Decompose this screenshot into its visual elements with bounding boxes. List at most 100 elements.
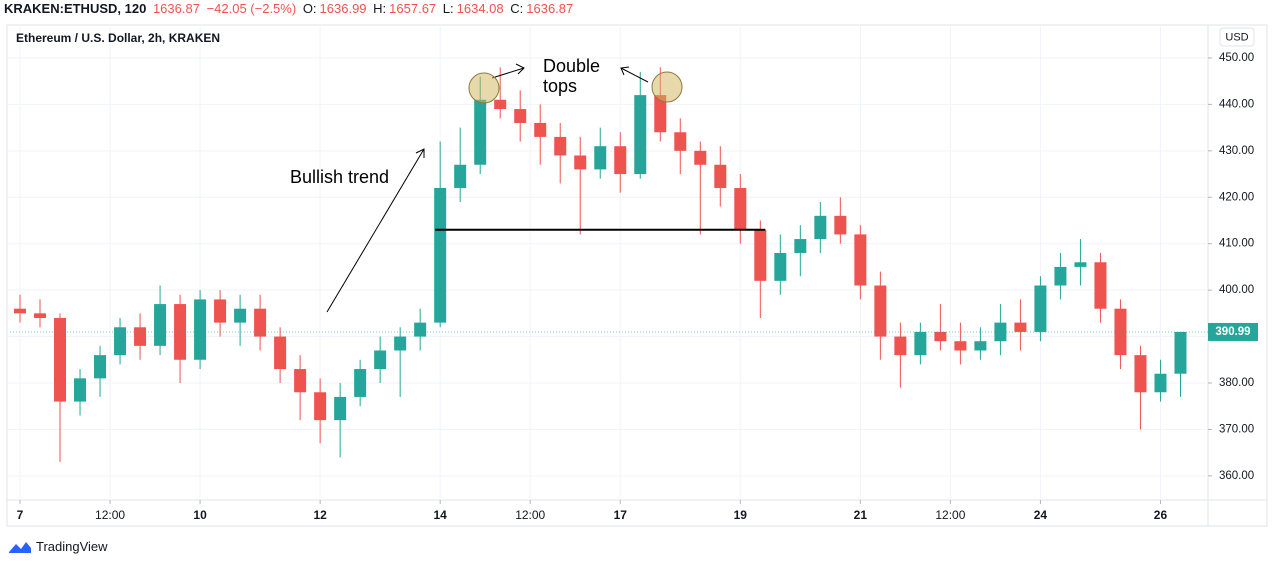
- candle-body: [294, 369, 307, 393]
- currency-button[interactable]: [1219, 27, 1255, 47]
- candle-body: [1034, 285, 1047, 332]
- candle-body: [814, 215, 827, 240]
- currency-label[interactable]: USD: [1225, 31, 1248, 43]
- y-tick-label: 420.00: [1219, 191, 1254, 203]
- candle-body: [874, 285, 887, 337]
- candle-body: [234, 308, 247, 323]
- x-tick-label: 7: [17, 508, 24, 522]
- candle-body: [414, 322, 427, 337]
- x-tick-label: 26: [1154, 508, 1168, 522]
- grid: [8, 25, 1208, 500]
- last-price-label: 390.99: [1215, 326, 1250, 338]
- x-tick-label: 12:00: [515, 508, 545, 522]
- ohlc-value: 1657.67: [389, 1, 437, 16]
- top-marker: [468, 72, 500, 104]
- candle-body: [594, 146, 607, 170]
- x-tick-label: 17: [614, 508, 628, 522]
- candle-body: [34, 313, 47, 318]
- symbol[interactable]: KRAKEN:ETHUSD, 120: [4, 1, 147, 16]
- candle-body: [14, 308, 27, 314]
- candle-body: [1074, 262, 1087, 267]
- candle-body: [74, 378, 87, 402]
- last-price-box: [1208, 322, 1258, 341]
- candle-body: [1174, 331, 1187, 374]
- candle-body: [314, 392, 327, 421]
- x-tick-label: 19: [734, 508, 748, 522]
- candle-body: [654, 95, 667, 133]
- candle-body: [254, 308, 267, 337]
- candle-body: [94, 355, 107, 379]
- x-tick-label: 12: [313, 508, 327, 522]
- candle-body: [454, 164, 467, 188]
- candle-body: [354, 369, 367, 397]
- candle-body: [54, 317, 67, 402]
- candle-body: [854, 234, 867, 286]
- ohlc-value: 1634.08: [456, 1, 504, 16]
- candle-body: [714, 164, 727, 188]
- candle-body: [694, 150, 707, 165]
- candle-body: [794, 239, 807, 253]
- brand[interactable]: TradingView: [8, 539, 108, 554]
- y-tick-label: 360.00: [1219, 470, 1254, 482]
- candle-body: [734, 187, 747, 230]
- candle-body: [514, 109, 527, 123]
- ohlc-label: O:: [302, 1, 317, 16]
- candle-body: [914, 331, 927, 356]
- candle-body: [334, 396, 347, 421]
- candle-body: [554, 136, 567, 156]
- candle-body: [394, 336, 407, 351]
- candle-body: [274, 336, 287, 370]
- candle-body: [1154, 373, 1167, 393]
- candle-body: [474, 99, 487, 165]
- x-tick-label: 14: [433, 508, 447, 522]
- y-tick-label: 440.00: [1219, 98, 1254, 110]
- candle-body: [134, 327, 147, 346]
- ohlc-label: H:: [373, 1, 387, 16]
- candle-body: [174, 304, 187, 360]
- candle-body: [374, 350, 387, 370]
- annotation-arrows: [326, 63, 649, 313]
- candle-body: [494, 99, 507, 110]
- panel-border: [6, 24, 1268, 527]
- top-marker: [651, 71, 683, 103]
- candle-body: [954, 341, 967, 351]
- last-price: 1636.87: [152, 1, 200, 16]
- x-tick-label: 12:00: [95, 508, 125, 522]
- x-tick-label: 12:00: [935, 508, 965, 522]
- brand-logo: [9, 541, 31, 553]
- y-tick-label: 410.00: [1219, 238, 1254, 250]
- candle-body: [834, 215, 847, 235]
- candle-body: [674, 132, 687, 151]
- candle-body: [154, 304, 167, 346]
- chart-title: Ethereum / U.S. Dollar, 2h, KRAKEN: [16, 31, 220, 45]
- candle-body: [894, 336, 907, 356]
- candle-body: [1134, 355, 1147, 393]
- ohlc-value: 1636.99: [319, 1, 367, 16]
- candle-body: [1094, 262, 1107, 309]
- candle-body: [634, 95, 647, 175]
- y-tick-label: 370.00: [1219, 423, 1254, 435]
- candle-body: [934, 331, 947, 342]
- ohlc-label: C:: [510, 1, 524, 16]
- candle-body: [194, 299, 207, 360]
- x-tick-label: 21: [854, 508, 868, 522]
- y-tick-label: 380.00: [1219, 377, 1254, 389]
- candle-body: [114, 327, 127, 356]
- x-tick-label: 24: [1034, 508, 1048, 522]
- ohlc-label: L:: [442, 1, 454, 16]
- candle-body: [774, 252, 787, 281]
- y-tick-label: 450.00: [1219, 52, 1254, 64]
- annotation: Bullish trend: [290, 167, 390, 187]
- symbol-header: KRAKEN:ETHUSD, 120 1636.87 −42.05 (−2.5%…: [4, 0, 576, 18]
- x-tick-label: 10: [193, 508, 207, 522]
- annotation: Double tops: [543, 56, 601, 96]
- axis-labels: 360.00370.00380.00390.00400.00410.00420.…: [10, 52, 1258, 522]
- candle-body: [534, 122, 547, 137]
- candle-body: [754, 229, 767, 281]
- ohlc-value: 1636.87: [526, 1, 574, 16]
- candle-body: [614, 146, 627, 175]
- candle-body: [574, 155, 587, 170]
- candle-body: [214, 299, 227, 323]
